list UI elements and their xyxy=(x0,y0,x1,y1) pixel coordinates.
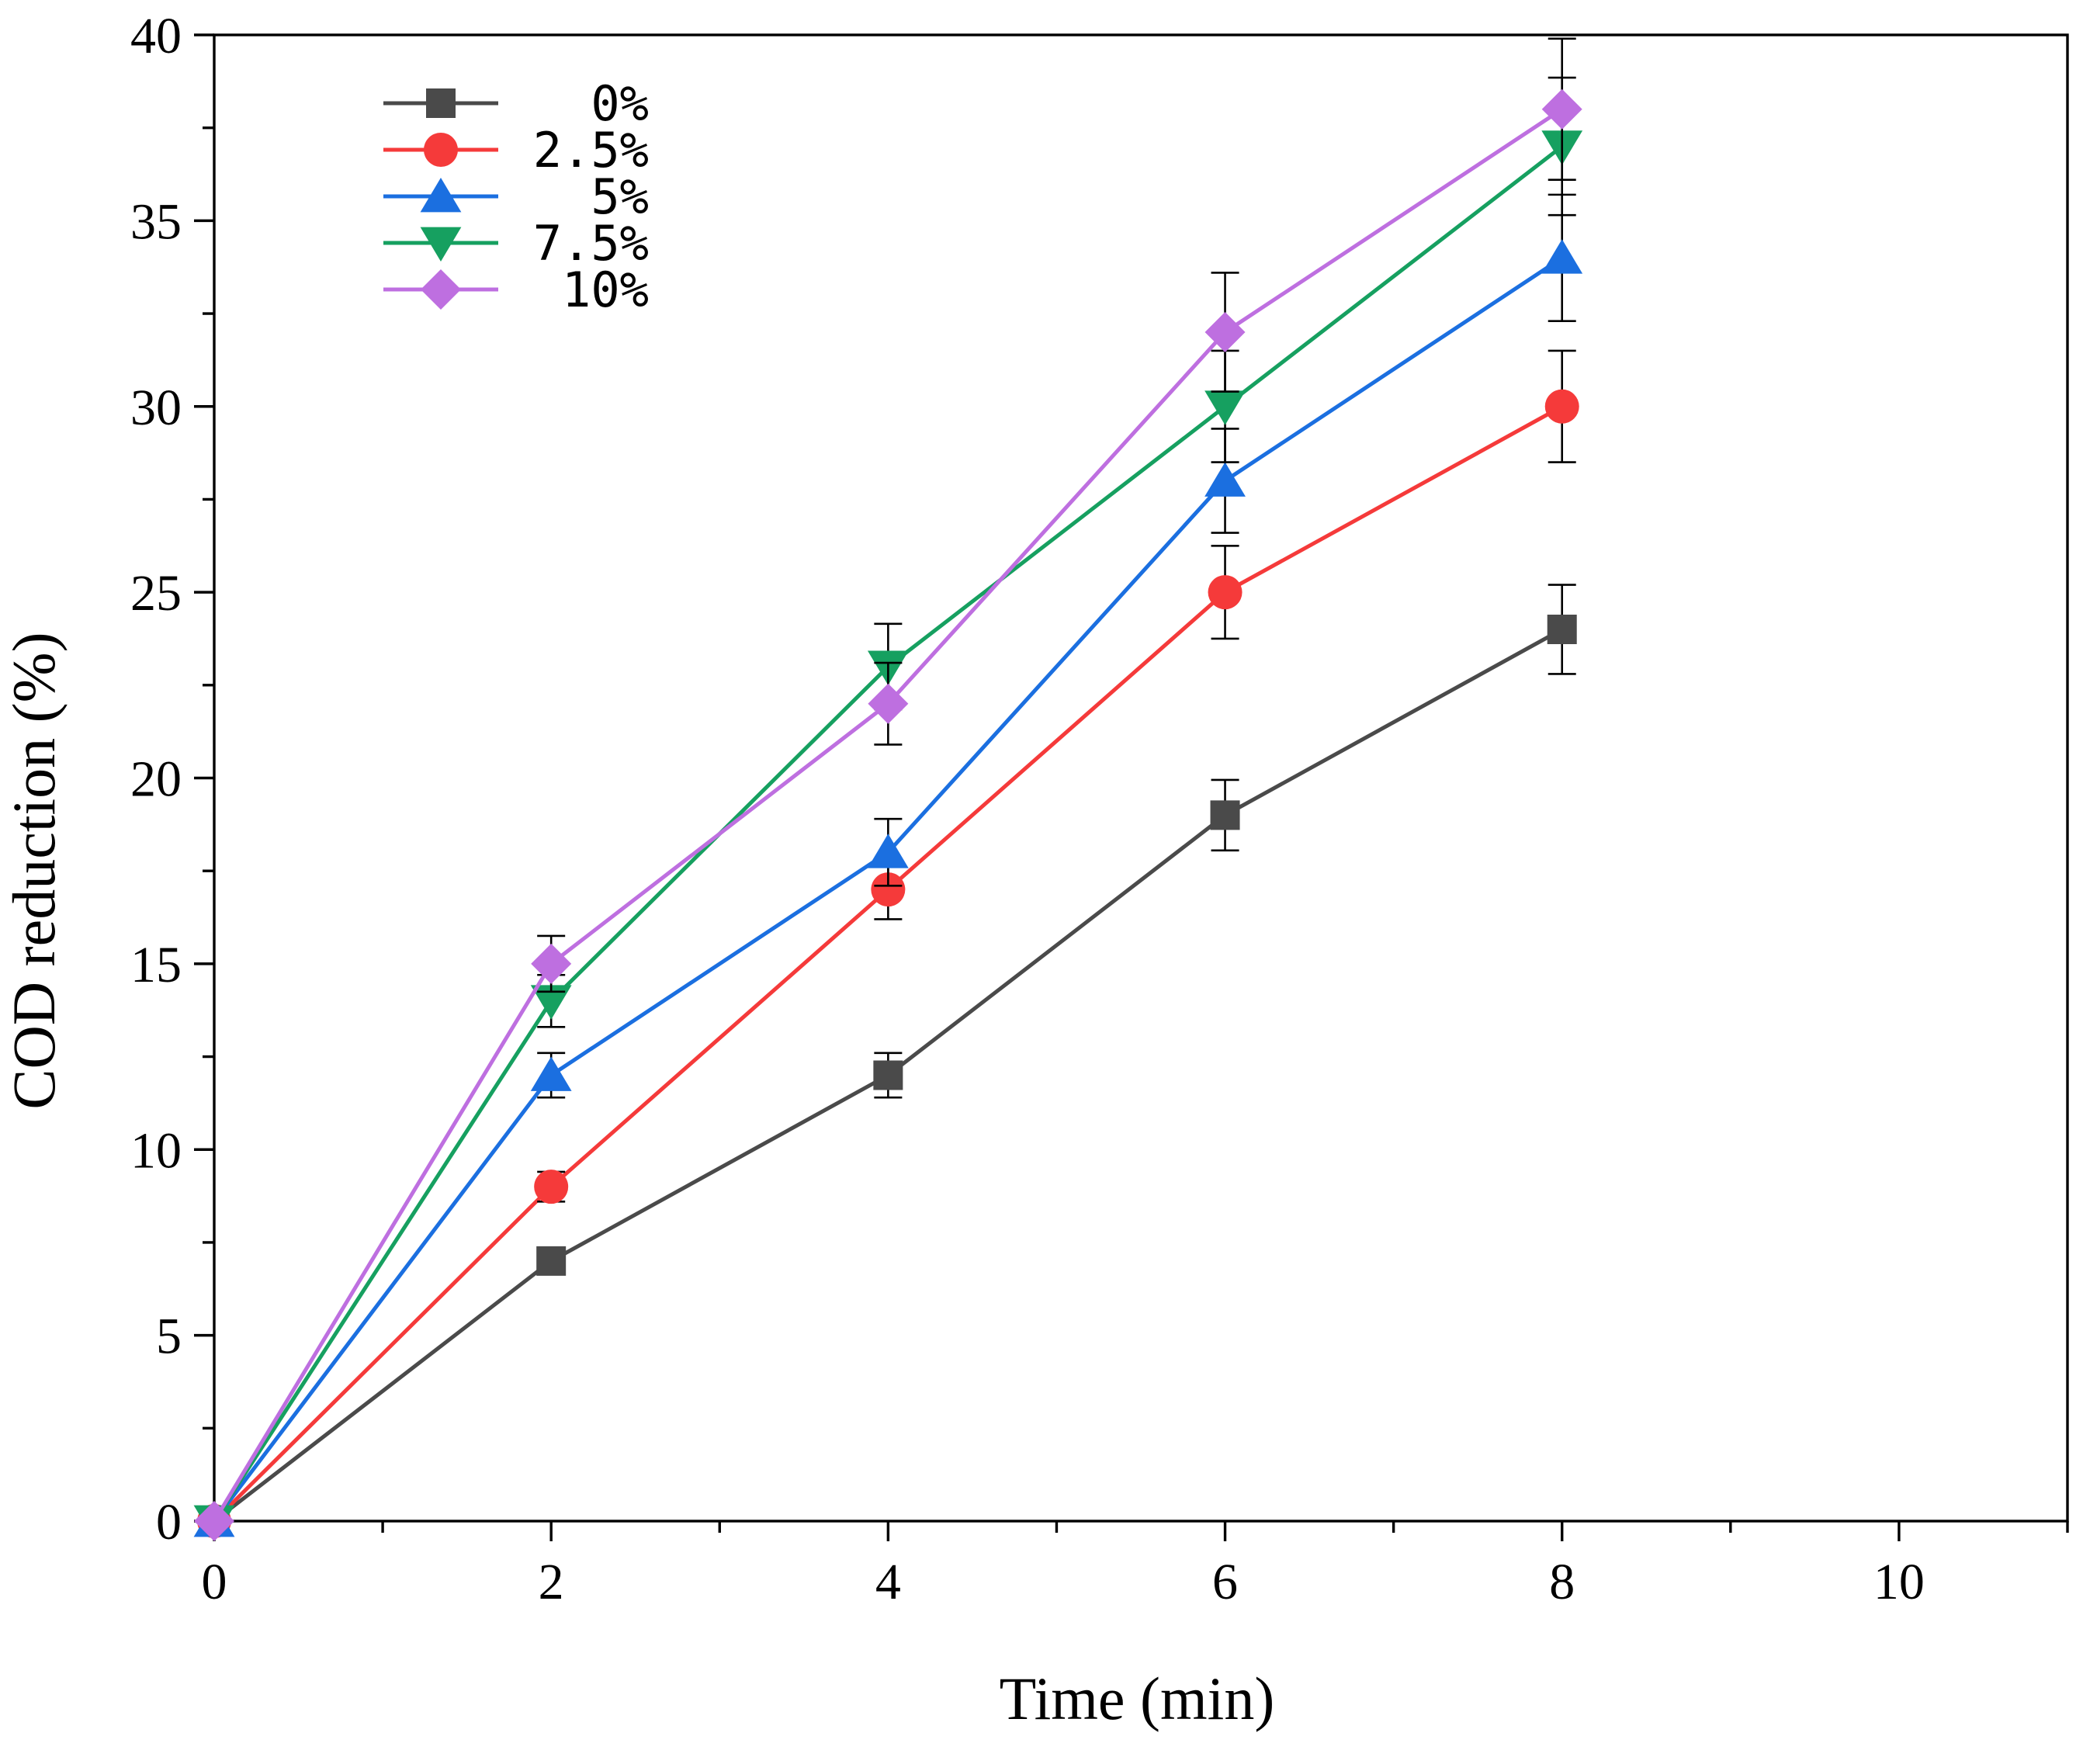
data-point xyxy=(1204,462,1246,497)
legend-marker xyxy=(420,178,462,213)
axes-layer: 0 2 4 6 8 10 0 5 10 15 20 25 30 35 40 xyxy=(130,8,2069,1610)
y-tick-label: 25 xyxy=(130,565,182,622)
y-tick-label: 30 xyxy=(130,379,182,436)
data-point xyxy=(530,1056,572,1091)
data-point xyxy=(536,1246,567,1276)
y-axis-title: COD reduction (%) xyxy=(0,632,68,1109)
y-tick-label: 35 xyxy=(130,193,182,250)
data-point xyxy=(1544,389,1579,424)
legend-item: 10% xyxy=(383,262,649,318)
y-tick-label: 0 xyxy=(156,1494,182,1551)
legend-marker xyxy=(421,269,461,310)
legend-label: 2.5% xyxy=(533,122,649,178)
legend-marker xyxy=(424,133,458,167)
data-point xyxy=(531,943,572,984)
legend-item: 0% xyxy=(383,75,649,132)
x-tick-label: 2 xyxy=(539,1554,564,1610)
data-point xyxy=(873,1060,903,1090)
legend-item: 5% xyxy=(383,168,649,225)
data-point xyxy=(867,833,909,868)
data-point xyxy=(1210,800,1240,830)
data-point xyxy=(1541,239,1583,274)
legend-label: 10% xyxy=(562,262,649,318)
data-point xyxy=(530,985,572,1020)
x-tick-label: 0 xyxy=(202,1554,227,1610)
legend-marker xyxy=(426,88,456,118)
legend: 0%2.5%5%7.5%10% xyxy=(383,75,649,318)
series-1 xyxy=(197,349,1579,1538)
data-point xyxy=(1547,615,1577,644)
data-point xyxy=(1208,575,1243,610)
data-point xyxy=(1204,312,1246,352)
y-tick-label: 40 xyxy=(130,8,182,64)
y-tick-label: 20 xyxy=(130,751,182,808)
legend-marker xyxy=(420,227,462,262)
x-tick-label: 8 xyxy=(1549,1554,1575,1610)
legend-label: 5% xyxy=(591,168,649,225)
x-axis-title: Time (min) xyxy=(1000,1665,1275,1732)
y-tick-label: 5 xyxy=(156,1308,182,1365)
series-0 xyxy=(199,584,1577,1536)
x-tick-label: 6 xyxy=(1212,1554,1238,1610)
series-layer xyxy=(193,37,1583,1541)
x-tick-label: 4 xyxy=(875,1554,901,1610)
y-tick-label: 15 xyxy=(130,937,182,993)
legend-item: 2.5% xyxy=(383,122,649,178)
data-point xyxy=(534,1170,569,1204)
legend-label: 0% xyxy=(591,75,649,132)
series-4 xyxy=(194,37,1582,1541)
x-tick-label: 10 xyxy=(1873,1554,1925,1610)
data-point xyxy=(871,872,906,907)
legend-label: 7.5% xyxy=(533,215,649,272)
data-point xyxy=(1204,390,1246,425)
legend-item: 7.5% xyxy=(383,215,649,272)
data-point xyxy=(1541,88,1582,130)
data-point xyxy=(194,1501,234,1541)
y-tick-label: 10 xyxy=(130,1122,182,1179)
data-point xyxy=(868,683,909,724)
